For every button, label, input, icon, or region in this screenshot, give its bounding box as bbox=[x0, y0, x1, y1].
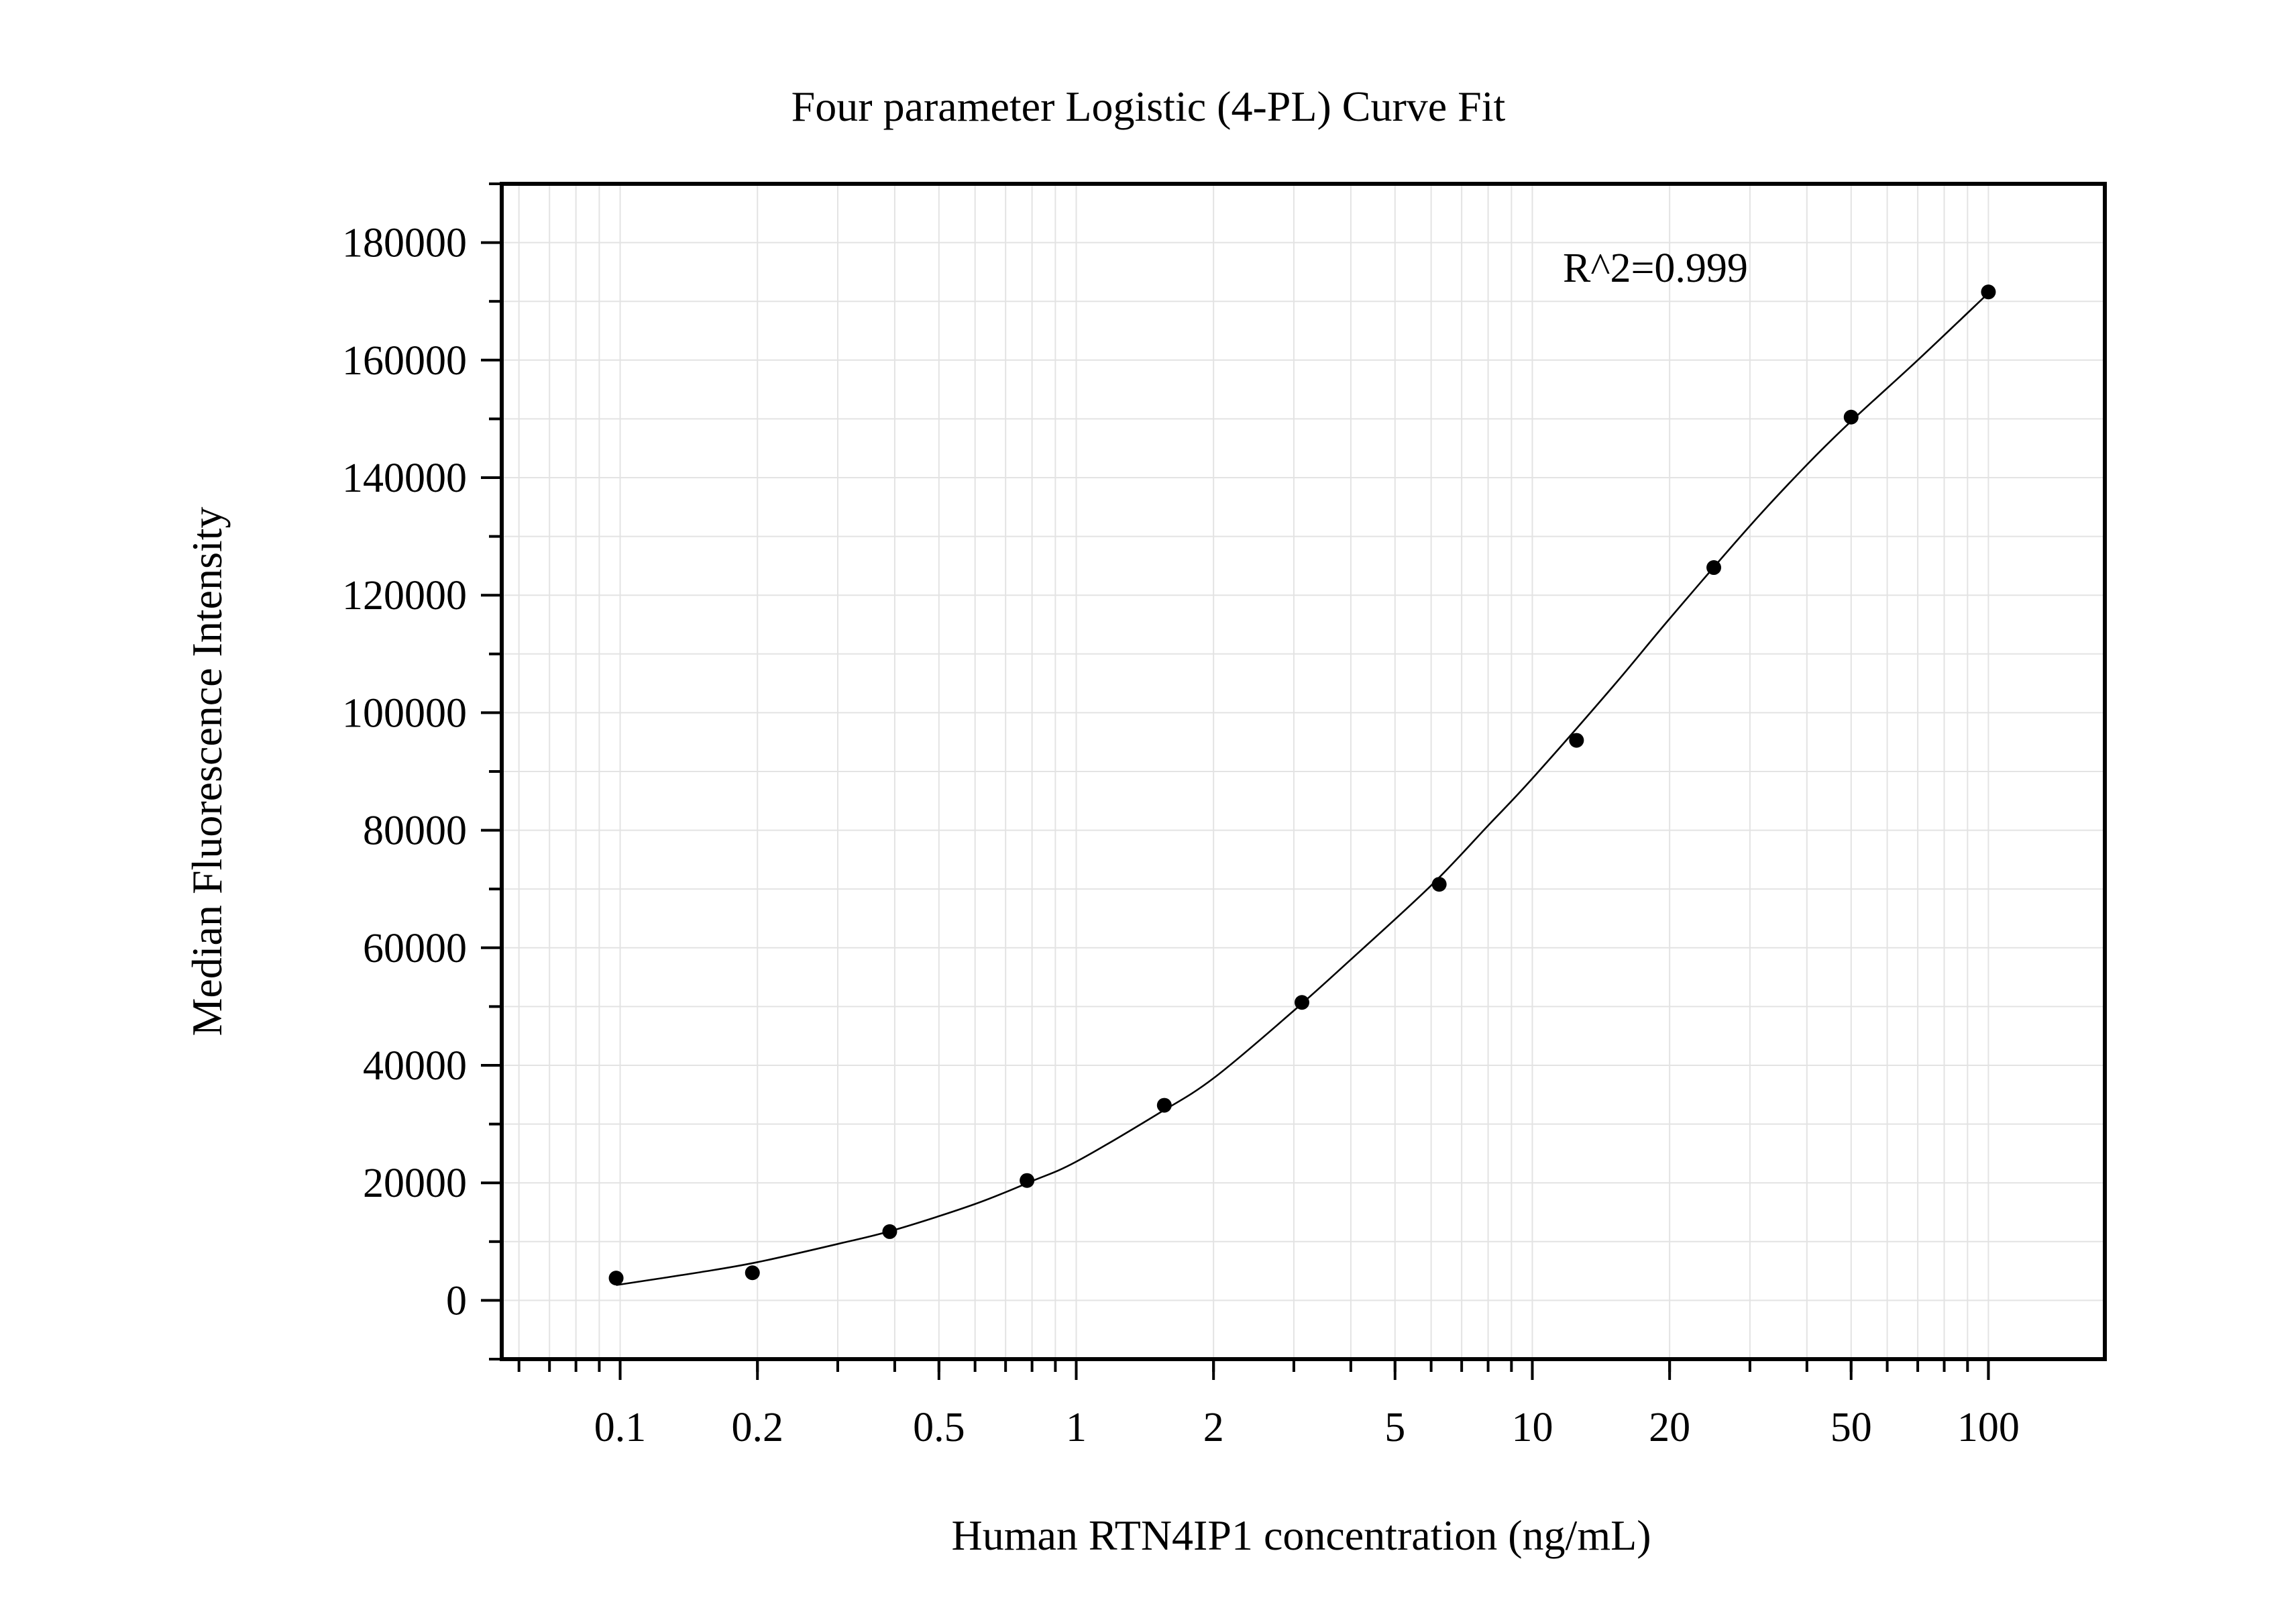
y-tick-label: 20000 bbox=[363, 1161, 467, 1206]
x-axis-ticks: 0.1 0.2 0.5 1 2 5 10 20 50 100 bbox=[517, 1361, 2020, 1450]
x-tick-label: 0.2 bbox=[731, 1405, 783, 1450]
x-tick-label: 50 bbox=[1830, 1405, 1872, 1450]
y-tick-label: 100000 bbox=[342, 690, 467, 736]
y-tick-label: 140000 bbox=[342, 456, 467, 501]
data-point bbox=[1294, 995, 1309, 1010]
r-squared-annotation: R^2=0.999 bbox=[1563, 246, 1748, 291]
data-point bbox=[1431, 877, 1447, 892]
x-tick-label: 100 bbox=[1957, 1405, 2020, 1450]
y-tick-label: 0 bbox=[446, 1278, 467, 1324]
x-tick-label: 0.1 bbox=[594, 1405, 647, 1450]
plot-frame bbox=[500, 182, 2107, 1361]
data-point bbox=[1569, 733, 1584, 748]
x-axis-label: Human RTN4IP1 concentration (ng/mL) bbox=[951, 1511, 1651, 1559]
data-point bbox=[745, 1265, 760, 1281]
y-tick-label: 120000 bbox=[342, 573, 467, 619]
data-point bbox=[1706, 560, 1722, 576]
y-tick-label: 80000 bbox=[363, 808, 467, 854]
chart-title: Four parameter Logistic (4-PL) Curve Fit bbox=[791, 83, 1506, 130]
fit-curve-line bbox=[616, 292, 1989, 1286]
y-axis-label: Median Fluorescence Intensity bbox=[183, 506, 231, 1036]
y-axis-ticks: 0 20000 40000 60000 80000 100000 120000 140000 1… bbox=[342, 182, 500, 1360]
x-tick-label: 20 bbox=[1649, 1405, 1690, 1450]
data-point bbox=[608, 1271, 624, 1286]
grid bbox=[502, 184, 2105, 1359]
data-point bbox=[1981, 284, 1996, 300]
x-tick-label: 0.5 bbox=[913, 1405, 965, 1450]
data-point bbox=[1156, 1098, 1172, 1113]
y-tick-label: 60000 bbox=[363, 926, 467, 971]
x-tick-label: 2 bbox=[1203, 1405, 1224, 1450]
y-tick-label: 40000 bbox=[363, 1043, 467, 1089]
data-point bbox=[882, 1224, 897, 1239]
x-tick-label: 1 bbox=[1066, 1405, 1087, 1450]
data-points bbox=[608, 284, 1996, 1286]
x-tick-label: 10 bbox=[1511, 1405, 1553, 1450]
y-tick-label: 160000 bbox=[342, 338, 467, 384]
x-tick-label: 5 bbox=[1384, 1405, 1405, 1450]
y-tick-label: 180000 bbox=[342, 221, 467, 266]
data-point bbox=[1843, 409, 1859, 425]
data-point bbox=[1020, 1173, 1035, 1188]
